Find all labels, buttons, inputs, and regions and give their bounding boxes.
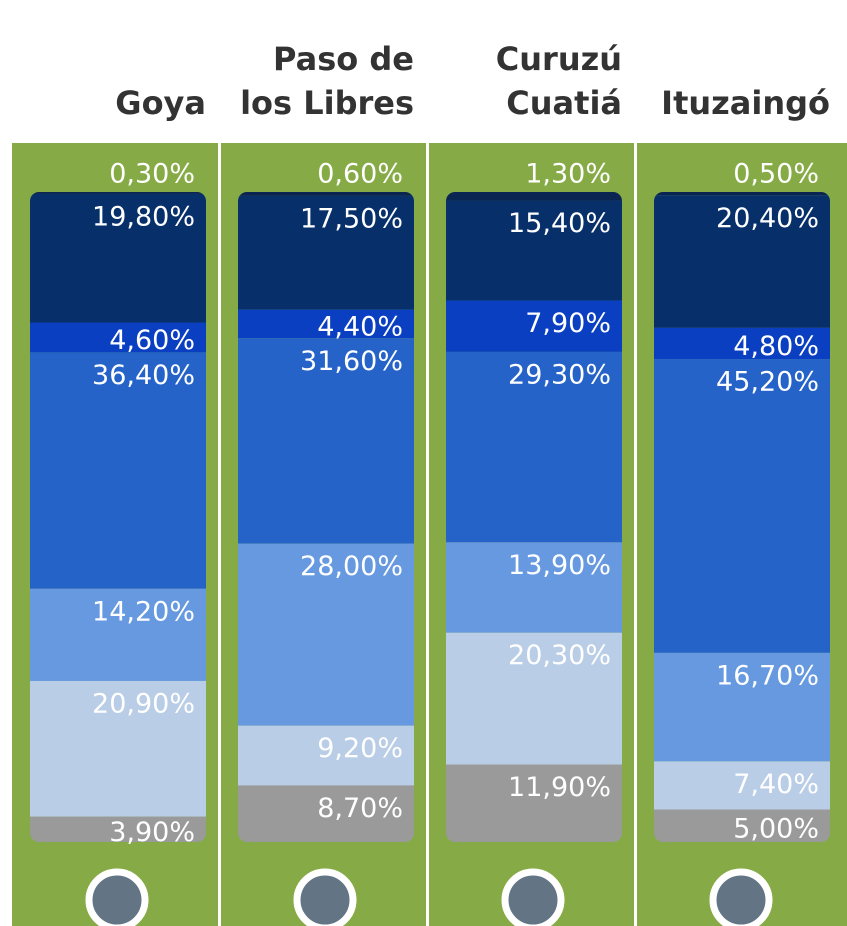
value-label: 7,40% — [733, 769, 819, 800]
value-label: 17,50% — [300, 203, 403, 234]
value-label: 3,90% — [109, 817, 195, 848]
value-label: 15,40% — [508, 208, 611, 239]
value-label: 13,90% — [508, 550, 611, 581]
value-label: 4,60% — [109, 325, 195, 356]
segment — [30, 352, 206, 589]
column — [238, 192, 414, 842]
value-label: 20,90% — [92, 688, 195, 719]
segment — [446, 764, 622, 842]
value-label: 45,20% — [716, 367, 819, 398]
value-label: 0,50% — [733, 159, 819, 190]
column — [654, 192, 830, 842]
value-label: 0,60% — [317, 159, 403, 190]
segment — [446, 542, 622, 633]
value-label: 28,00% — [300, 551, 403, 582]
segment — [30, 322, 206, 353]
segment — [238, 543, 414, 726]
column — [446, 192, 622, 842]
value-label: 16,70% — [716, 660, 819, 691]
value-label: 11,90% — [508, 772, 611, 803]
value-label: 20,40% — [716, 203, 819, 234]
value-label: 5,00% — [733, 813, 819, 844]
segment — [30, 588, 206, 681]
segment — [30, 193, 206, 323]
selector — [501, 868, 565, 926]
divider — [634, 143, 637, 926]
segment — [654, 327, 830, 360]
column-header: Ituzaingó — [661, 84, 830, 122]
value-label: 31,60% — [300, 346, 403, 377]
segment — [446, 351, 622, 543]
segment — [446, 192, 622, 201]
segment — [30, 680, 206, 817]
value-label: 20,30% — [508, 640, 611, 671]
segment — [238, 338, 414, 544]
segment — [446, 300, 622, 352]
segment — [654, 652, 830, 762]
divider — [218, 143, 221, 926]
column-header: Curuzú Cuatiá — [495, 40, 622, 122]
segment — [30, 192, 206, 194]
value-label: 9,20% — [317, 733, 403, 764]
segment — [30, 816, 206, 842]
value-label: 4,80% — [733, 331, 819, 362]
selector — [85, 868, 149, 926]
segment — [446, 200, 622, 301]
segment — [654, 195, 830, 328]
segment — [654, 761, 830, 810]
selector — [709, 868, 773, 926]
column-header: Paso de los Libres — [240, 40, 414, 122]
selector — [293, 868, 357, 926]
segment — [238, 192, 414, 196]
segment — [238, 195, 414, 310]
value-label: 0,30% — [109, 159, 195, 190]
segment — [654, 359, 830, 653]
value-label: 4,40% — [317, 311, 403, 342]
segment — [654, 192, 830, 196]
segment — [446, 632, 622, 765]
segment — [238, 785, 414, 842]
value-label: 7,90% — [525, 308, 611, 339]
value-label: 8,70% — [317, 793, 403, 824]
value-label: 14,20% — [92, 596, 195, 627]
value-label: 19,80% — [92, 201, 195, 232]
segment — [238, 725, 414, 786]
value-label: 36,40% — [92, 360, 195, 391]
column — [30, 192, 206, 842]
value-label: 1,30% — [525, 159, 611, 190]
segment — [654, 809, 830, 842]
divider — [426, 143, 429, 926]
column-header: Goya — [115, 84, 206, 122]
value-label: 29,30% — [508, 359, 611, 390]
segment — [238, 309, 414, 339]
